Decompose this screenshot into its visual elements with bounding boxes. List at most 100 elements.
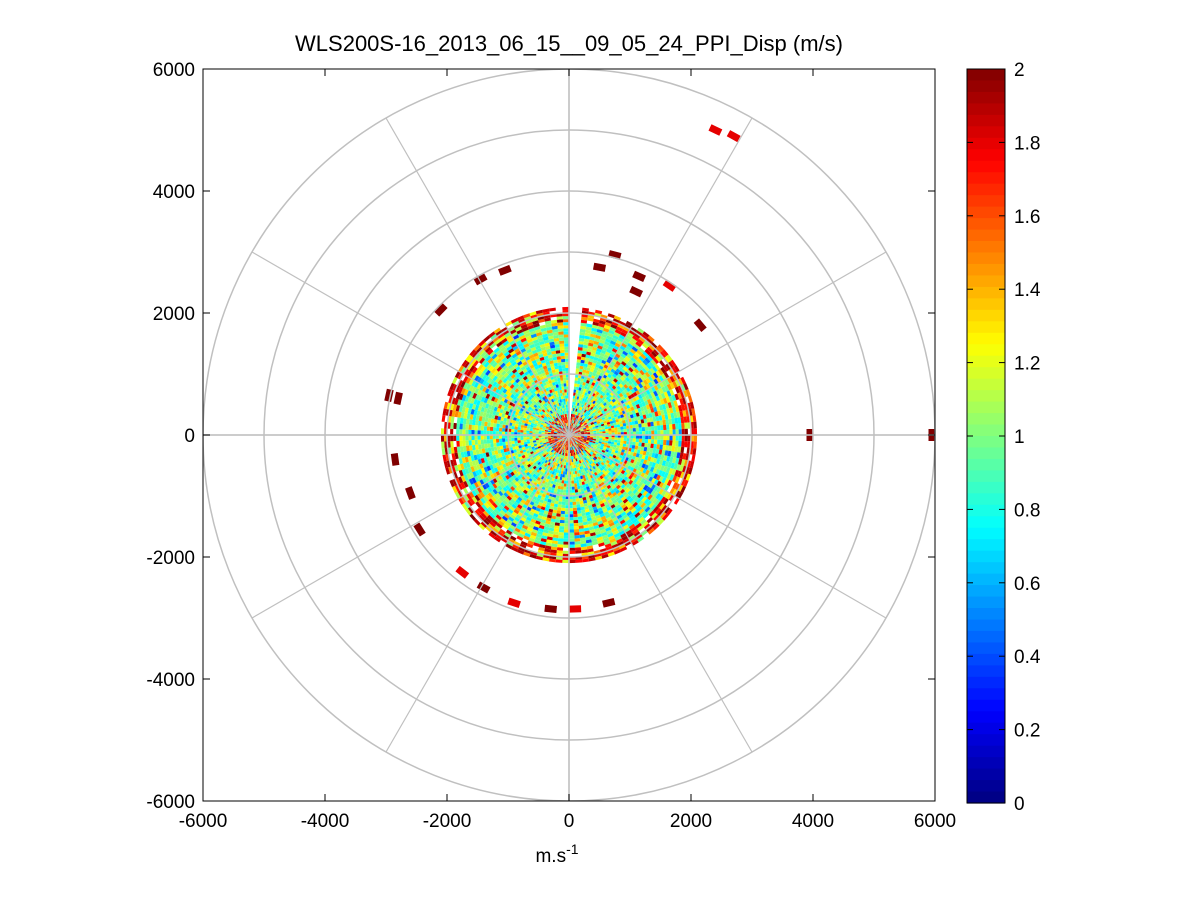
data-cell (541, 430, 545, 433)
data-cell (546, 442, 550, 445)
data-cell (526, 430, 530, 433)
colorbar-swatch (967, 206, 1005, 219)
data-cell (572, 420, 574, 424)
data-cell (661, 477, 667, 484)
data-cell (523, 439, 527, 443)
data-cell (533, 362, 538, 368)
data-cell (559, 346, 565, 351)
data-cell (534, 453, 539, 457)
data-cell (502, 428, 506, 432)
data-cell (544, 429, 549, 432)
data-cell (575, 402, 578, 406)
data-cell (483, 457, 488, 463)
data-cell (624, 508, 631, 514)
data-cell (595, 448, 599, 452)
data-cell (595, 428, 600, 431)
data-cell (647, 443, 651, 448)
data-cell (588, 472, 592, 476)
data-cell (538, 524, 545, 530)
data-cell (532, 427, 537, 430)
data-cell (563, 423, 566, 427)
data-cell (604, 321, 612, 327)
data-cell (584, 449, 588, 453)
data-cell (564, 430, 568, 433)
data-cell (574, 437, 578, 439)
data-cell (550, 431, 555, 433)
data-cell (545, 441, 550, 444)
data-cell (477, 364, 484, 371)
data-cell (590, 352, 596, 357)
data-cell (570, 440, 572, 444)
data-cell (635, 453, 640, 458)
data-cell (588, 494, 593, 499)
data-cell (481, 443, 485, 449)
data-cell (632, 452, 637, 457)
data-cell (495, 330, 503, 337)
data-cell (542, 529, 549, 534)
data-cell (596, 494, 601, 500)
data-cell (450, 422, 454, 429)
data-cell (547, 465, 551, 470)
data-cell (574, 441, 578, 445)
data-cell (551, 540, 558, 545)
data-cell (606, 402, 611, 407)
data-cell (657, 344, 665, 352)
data-cell (571, 435, 575, 437)
data-cell (499, 420, 504, 425)
data-cell (564, 520, 569, 524)
data-cell (499, 445, 504, 450)
data-cell (516, 475, 522, 480)
data-cell (627, 490, 633, 496)
data-cell (538, 430, 542, 433)
data-cell (592, 343, 599, 348)
data-cell (664, 403, 670, 409)
data-cell (580, 390, 584, 395)
data-cell (509, 350, 516, 356)
data-cell (636, 506, 643, 513)
data-cell (463, 389, 469, 396)
data-cell (490, 422, 494, 427)
data-cell (511, 443, 516, 447)
data-cell (550, 549, 557, 554)
data-cell (590, 481, 594, 486)
data-cell (571, 477, 574, 481)
data-cell (538, 363, 543, 369)
data-cell (557, 424, 560, 428)
data-cell (549, 470, 553, 474)
data-cell (523, 441, 528, 445)
data-cell (502, 441, 506, 446)
data-cell (602, 521, 609, 527)
data-cell (620, 426, 624, 430)
data-cell (547, 332, 554, 337)
data-cell (610, 368, 616, 374)
data-cell (628, 367, 634, 373)
data-cell (554, 444, 558, 447)
data-cell (476, 464, 481, 470)
data-cell (490, 529, 498, 537)
data-cell (676, 411, 681, 418)
data-cell (512, 474, 517, 480)
data-cell (665, 363, 672, 371)
data-cell (589, 355, 595, 360)
data-cell (646, 363, 652, 370)
data-cell (550, 436, 554, 438)
data-cell (682, 397, 687, 405)
data-cell (520, 464, 525, 470)
data-cell (545, 323, 552, 328)
data-cell (503, 372, 509, 378)
data-cell (538, 458, 542, 462)
data-cell (584, 448, 588, 452)
data-cell (576, 457, 579, 462)
data-cell (550, 319, 558, 324)
data-cell (656, 444, 660, 450)
colorbar-swatch (967, 241, 1005, 254)
data-cell (580, 359, 585, 364)
data-cell (491, 450, 496, 456)
data-cell (610, 496, 616, 502)
data-cell (523, 415, 528, 419)
data-cell (579, 485, 584, 489)
data-cell (597, 415, 601, 419)
data-cell (567, 450, 569, 454)
data-cell (657, 430, 661, 435)
data-cell (592, 506, 598, 511)
